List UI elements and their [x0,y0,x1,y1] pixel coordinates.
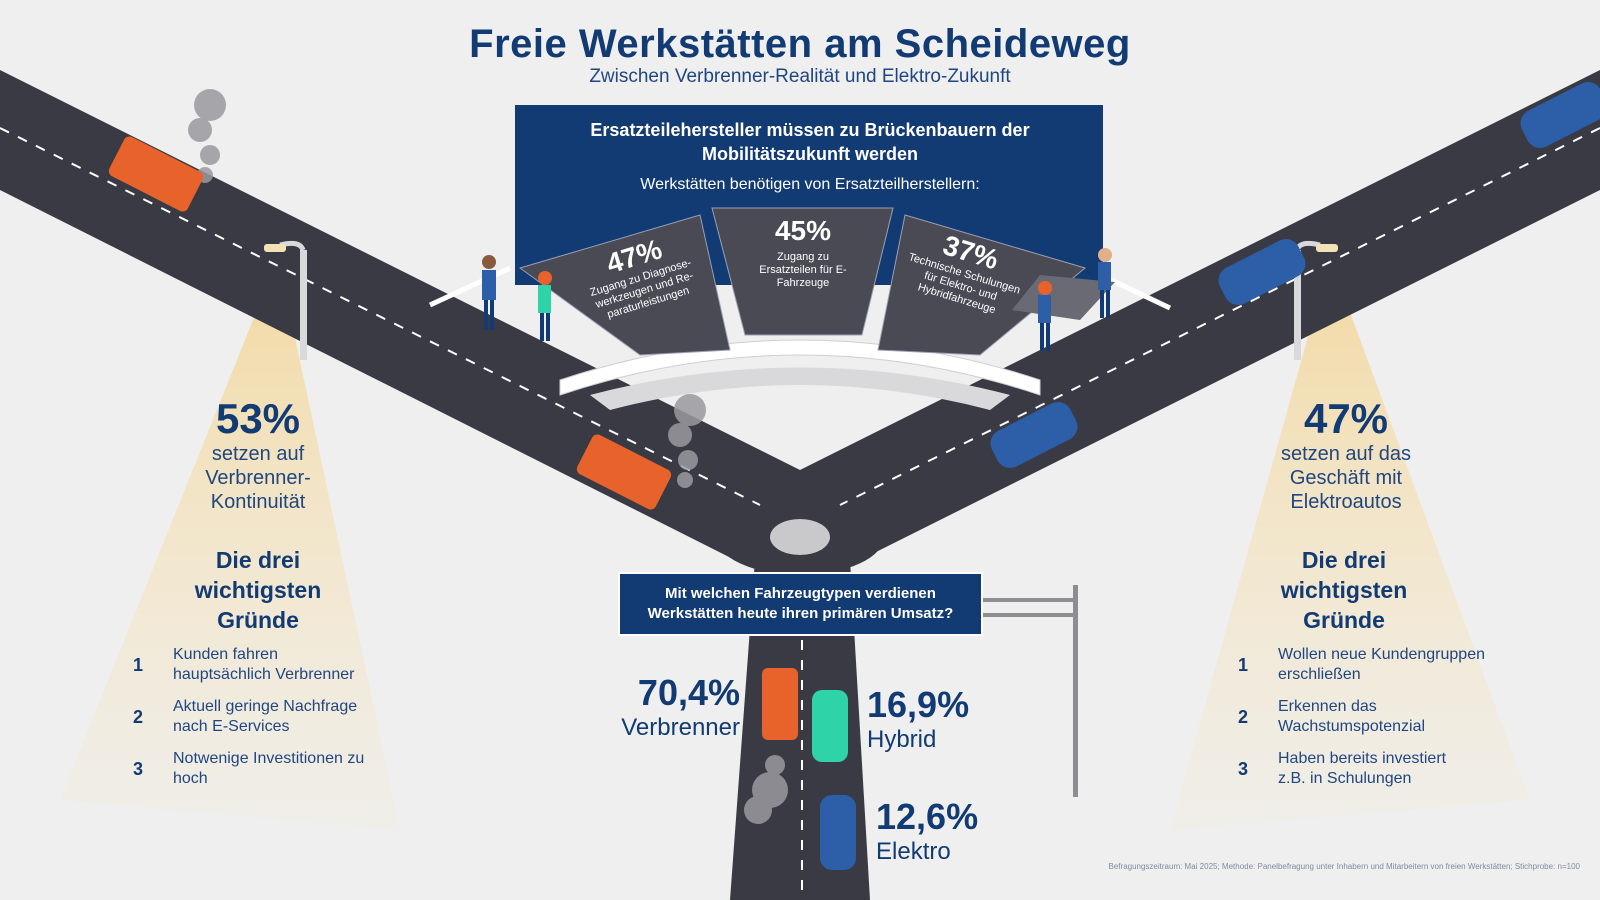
page-subtitle: Zwischen Verbrenner-Realität und Elektro… [589,66,1011,87]
combustion-car-icon [108,136,672,510]
list-item: 3 Notwenige Investitionen zu hoch [133,749,393,789]
right-road [740,70,1600,560]
list-item: 2 Aktuell geringe Nachfrage nach E-Servi… [133,697,393,737]
smoke-icon [188,89,788,824]
share-hybrid-value: 16,9% [867,684,970,725]
share-electric-label: Elektro [876,838,951,865]
left-reasons-heading: Die drei wichtigsten Gründe [148,545,368,635]
share-hybrid-label: Hybrid [867,726,937,753]
left-road [0,70,860,560]
right-label: setzen auf das Geschäft mit Elektroautos [1236,442,1456,514]
reason-text: Wollen neue Kundengruppen erschließen [1278,646,1485,683]
right-label-text: setzen auf das Geschäft mit Elektroautos [1280,443,1412,513]
footnote: Befragungszeitraum: Mai 2025; Methode: P… [1108,862,1580,871]
reason-text: Aktuell geringe Nachfrage nach E-Service… [173,698,358,735]
combustion-car-icon [762,668,798,740]
panel-center-content: 45% Zugang zu Ersatzteilen für E-Fahrzeu… [728,215,878,290]
left-label: setzen auf Verbrenner-Kontinuität [148,442,368,514]
list-item: 1 Kunden fahren hauptsächlich Verbrenner [133,645,393,685]
road-sign-text: Mit welchen Fahrzeugtypen verdienen Werk… [647,585,954,622]
worker-2 [538,271,552,341]
left-light-cone [60,258,400,830]
worker-1 [482,255,496,330]
share-electric-value: 12,6% [876,796,979,837]
right-reasons-heading: Die drei wichtigsten Gründe [1234,545,1454,635]
left-percentage: 53% [215,395,301,442]
left-reasons-heading-text: Die drei wichtigsten Gründe [194,547,322,633]
reason-text: Erkennen das Wachstumspotenzial [1278,698,1426,735]
banner-subheadline: Werkstätten benötigen von Ersatzteilhers… [640,176,980,193]
share-electric: 12,6% Elektro [876,796,1026,866]
reason-number: 2 [133,707,144,727]
road-sign-question: Mit welchen Fahrzeugtypen verdienen Werk… [618,572,983,636]
share-combustion: 70,4% Verbrenner [590,672,740,742]
panel-loose [1012,275,1115,320]
share-combustion-label: Verbrenner [621,714,740,741]
panel-center [711,207,894,336]
worker-4 [1098,248,1112,318]
panel-center-text: Zugang zu Ersatzteilen für E-Fahrzeuge [759,251,847,289]
share-hybrid: 16,9% Hybrid [867,684,1017,754]
list-item: 2 Erkennen das Wachstumspotenzial [1238,697,1498,737]
panel-right [877,214,1087,356]
electric-car-icon [820,795,856,870]
roundabout-island [770,519,830,555]
left-street-lamp [264,240,307,360]
right-percentage: 47% [1303,395,1389,442]
right-light-cone [1170,258,1530,830]
reason-text: Haben bereits investiert z.B. in Schulun… [1278,750,1447,787]
reason-number: 3 [1238,759,1249,779]
electric-car-icon [990,82,1600,468]
page-title: Freie Werkstätten am Scheideweg [469,22,1131,66]
list-item: 1 Wollen neue Kundengruppen erschließen [1238,645,1498,685]
reason-text: Kunden fahren hauptsächlich Verbrenner [173,646,355,683]
panel-left [518,214,731,356]
panel-center-value: 45% [774,215,832,246]
reason-number: 1 [1238,655,1249,675]
left-reasons-list: 1 Kunden fahren hauptsächlich Verbrenner… [133,645,393,789]
banner-headline: Ersatzteilehersteller müssen zu Brückenb… [590,120,1030,164]
sign-pole [1073,585,1078,797]
right-reasons-heading-text: Die drei wichtigsten Gründe [1280,547,1408,633]
share-combustion-value: 70,4% [637,672,740,713]
right-reasons-list: 1 Wollen neue Kundengruppen erschließen … [1238,645,1498,789]
list-item: 3 Haben bereits investiert z.B. in Schul… [1238,749,1498,789]
left-label-text: setzen auf Verbrenner-Kontinuität [205,443,311,513]
hybrid-car-icon [812,690,848,762]
reason-number: 1 [133,655,144,675]
worker-3 [1038,281,1052,351]
reason-number: 3 [133,759,144,779]
reason-text: Notwenige Investitionen zu hoch [173,750,365,787]
reason-number: 2 [1238,707,1249,727]
